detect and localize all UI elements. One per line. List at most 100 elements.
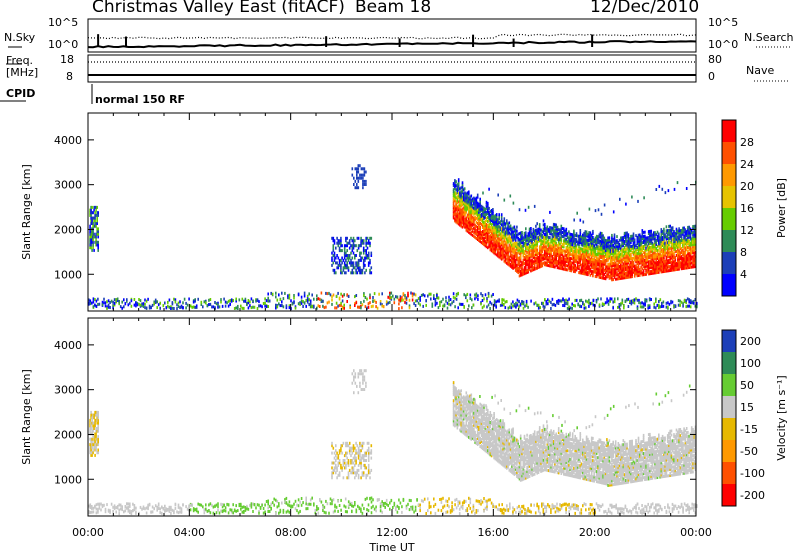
power-cell (478, 231, 480, 234)
power-cell (474, 229, 476, 233)
power-cell (607, 262, 609, 266)
power-cell (126, 299, 128, 303)
power-cell (476, 211, 479, 215)
power-cell (592, 238, 594, 241)
power-cell (97, 240, 99, 244)
power-cell (138, 302, 140, 306)
power-cell (214, 301, 216, 304)
power-cell (499, 252, 502, 256)
power-cell (88, 298, 90, 302)
power-cell (528, 249, 531, 253)
power-cell (566, 246, 569, 250)
power-cell (574, 233, 576, 237)
vel-cell (118, 512, 120, 516)
power-cell (547, 239, 550, 243)
power-cell (522, 244, 525, 248)
power-cell (494, 232, 497, 236)
power-cell (469, 219, 471, 223)
power-cell (633, 238, 636, 242)
power-cell (560, 236, 563, 240)
power-cell (541, 250, 544, 254)
power-cell (497, 250, 499, 254)
power-cell (602, 264, 604, 268)
power-cell (604, 251, 607, 254)
power-cell (606, 259, 608, 263)
power-cell (469, 205, 471, 209)
power-cell (94, 216, 96, 220)
power-cell (95, 205, 97, 209)
power-cell (550, 258, 552, 262)
power-cell (607, 254, 609, 258)
power-cell (466, 201, 469, 205)
power-cell (540, 262, 542, 266)
power-cell (404, 296, 406, 300)
power-cell (360, 271, 362, 275)
power-cell (147, 297, 149, 301)
power-cell (516, 245, 518, 249)
power-cell (456, 217, 459, 221)
power-cell (551, 297, 554, 301)
power-cell (460, 204, 462, 208)
power-cell (508, 261, 511, 265)
power-cell (488, 239, 490, 243)
power-cell (455, 202, 457, 206)
power-cell (205, 299, 207, 303)
vel-cell (162, 507, 165, 511)
power-cell (546, 247, 549, 251)
power-cell (587, 263, 589, 266)
power-cell (360, 241, 362, 245)
power-cell (466, 213, 469, 217)
power-cell (461, 201, 464, 205)
power-cell (599, 274, 602, 277)
power-cell (568, 250, 570, 254)
power-cell (96, 227, 98, 231)
power-cell (606, 247, 608, 251)
power-cell (476, 221, 479, 225)
power-cell (461, 219, 464, 223)
power-cell (455, 196, 457, 200)
power-cell (598, 267, 601, 271)
power-cell (325, 305, 327, 309)
power-cell (573, 257, 575, 261)
power-cell (343, 244, 346, 248)
power-cell (588, 301, 590, 305)
power-cell (584, 260, 587, 264)
power-cell (595, 263, 598, 266)
power-cell (461, 225, 464, 229)
power-cell (574, 260, 576, 264)
power-cell (470, 200, 473, 204)
power-cell (523, 235, 526, 239)
power-cell (497, 220, 499, 224)
power-cell (489, 236, 492, 240)
power-cell (546, 239, 549, 243)
power-cell (633, 298, 636, 302)
power-cell (594, 240, 597, 244)
power-cell (566, 252, 569, 256)
power-cell (360, 239, 362, 243)
vel-cell (107, 509, 110, 513)
power-cell (547, 241, 550, 245)
power-cell (518, 250, 521, 254)
power-cell (343, 254, 346, 257)
power-cell (355, 268, 357, 272)
power-cell (583, 266, 585, 270)
power-cell (585, 232, 588, 236)
power-cell (564, 261, 566, 265)
power-cell (500, 229, 503, 233)
power-cell (474, 217, 476, 221)
power-cell (130, 299, 133, 303)
power-cell (589, 251, 592, 255)
power-cell (489, 230, 492, 234)
power-cell (688, 298, 690, 302)
power-cell (478, 208, 480, 212)
power-cell (642, 305, 645, 309)
power-cell (302, 305, 304, 308)
vel-cell (244, 506, 247, 509)
power-cell (521, 237, 523, 240)
power-cell (462, 210, 465, 214)
power-cell (498, 227, 500, 231)
power-cell (492, 222, 494, 226)
power-cell (530, 263, 532, 267)
power-cell (541, 254, 544, 258)
power-cell (525, 233, 527, 237)
